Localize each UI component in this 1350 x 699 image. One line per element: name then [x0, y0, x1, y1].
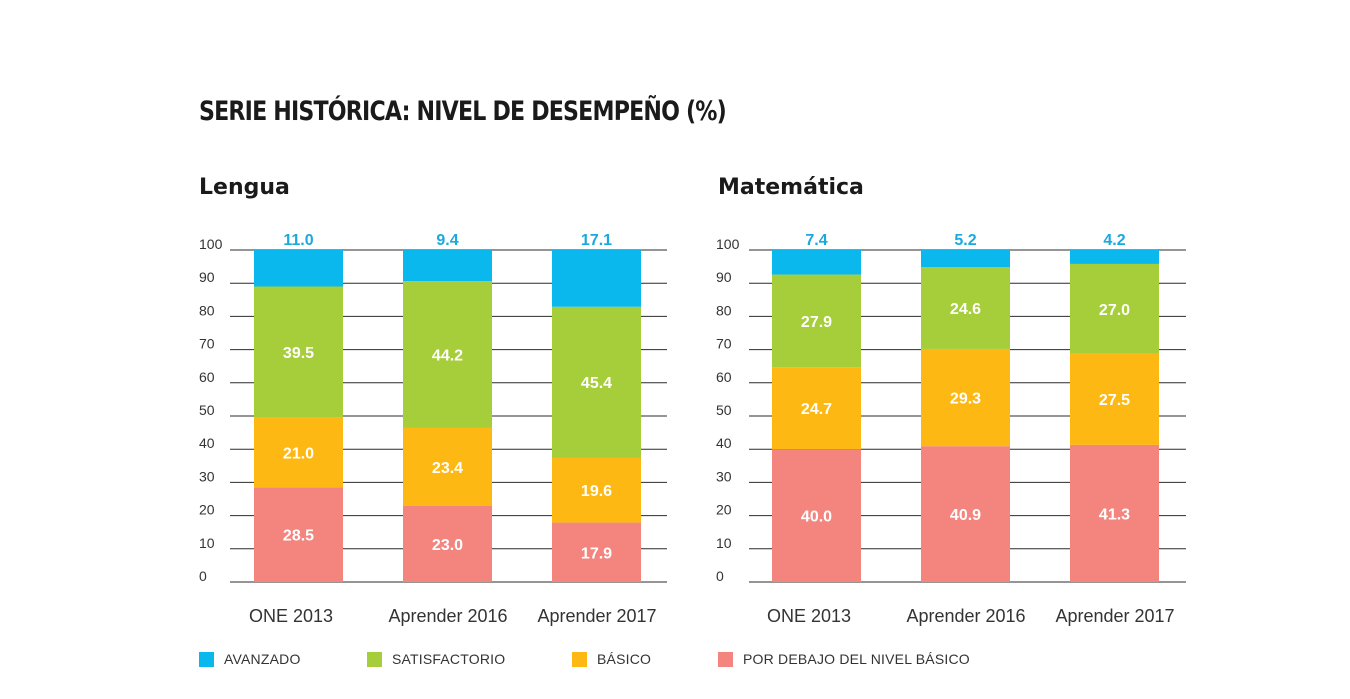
- panel-1-bar-3-top-label: 17.1: [581, 232, 612, 249]
- panel-1-title: Lengua: [199, 175, 290, 200]
- panel-1-bar-2-seg-2: [403, 427, 492, 506]
- panel-2-ytick-90: 90: [716, 269, 732, 285]
- panel-2-bar-2-seg-3: [921, 267, 1010, 349]
- panel-2-ytick-70: 70: [716, 336, 732, 352]
- panel-1-bar-3-seg-4: [552, 250, 641, 307]
- panel-2-bar-2-seg-3-label: 24.6: [950, 301, 981, 318]
- panel-2-title: Matemática: [718, 175, 864, 200]
- panel-2-bar-1-seg-2-label: 24.7: [801, 401, 832, 418]
- panel-2-category-3: Aprender 2017: [1055, 606, 1174, 626]
- panel-2-bar-2-seg-2-label: 29.3: [950, 391, 981, 408]
- panel-1-bar-1-top-label: 11.0: [283, 232, 313, 249]
- panel-2-ytick-40: 40: [716, 435, 732, 451]
- panel-2-ytick-100: 100: [716, 236, 740, 252]
- panel-1-ytick-20: 20: [199, 502, 215, 518]
- panel-2-bar-1-seg-3: [772, 274, 861, 368]
- panel-2-ytick-10: 10: [716, 535, 732, 551]
- panel-1-ytick-80: 80: [199, 302, 215, 318]
- panel-2-bar-3-seg-3-label: 27.0: [1099, 302, 1130, 319]
- panel-1-bar-3-seg-2-label: 19.6: [581, 483, 612, 500]
- panel-2-ytick-0: 0: [716, 568, 724, 584]
- legend-label: BÁSICO: [597, 651, 652, 667]
- panel-1-bar-1-seg-3: [254, 286, 343, 418]
- panel-2-ytick-20: 20: [716, 502, 732, 518]
- panel-1-bar-1-seg-2: [254, 417, 343, 488]
- panel-1-ytick-0: 0: [199, 568, 207, 584]
- panel-1-bar-2-seg-1-label: 23.0: [432, 537, 463, 554]
- panel-1-bar-3-seg-1: [552, 522, 641, 582]
- panel-2-bar-1-seg-1-label: 40.0: [801, 509, 832, 526]
- panel-2-bar-2-top-label: 5.2: [954, 232, 976, 249]
- panel-1-bar-2-seg-3-label: 44.2: [432, 348, 463, 365]
- legend-swatch: [572, 651, 587, 667]
- panel-1-category-2: Aprender 2016: [388, 606, 507, 626]
- legend-label: AVANZADO: [224, 651, 301, 667]
- legend-swatch: [718, 651, 733, 667]
- panel-2-bar-2-seg-2: [921, 348, 1010, 447]
- panel-1-bar-1-seg-3-label: 39.5: [283, 345, 314, 362]
- panel-1-ytick-100: 100: [199, 236, 223, 252]
- panel-2-bar-1-top-label: 7.4: [805, 232, 827, 249]
- panel-1-category-3: Aprender 2017: [537, 606, 656, 626]
- legend-item-2: SATISFACTORIO: [367, 651, 505, 667]
- panel-2-category-2: Aprender 2016: [906, 606, 1025, 626]
- panel-1-bar-2-seg-3: [403, 281, 492, 428]
- panel-1-ytick-60: 60: [199, 369, 215, 385]
- panel-1-category-1: ONE 2013: [249, 606, 333, 626]
- panel-2-bar-3-seg-1: [1070, 444, 1159, 582]
- panel-1-bar-1-seg-1: [254, 487, 343, 582]
- panel-2-bar-3-top-label: 4.2: [1103, 232, 1125, 249]
- panel-1-ytick-30: 30: [199, 468, 215, 484]
- panel-2-bar-3-seg-2: [1070, 353, 1159, 445]
- panel-1-bar-2-seg-1: [403, 505, 492, 582]
- panel-2-bar-3-seg-2-label: 27.5: [1099, 392, 1130, 409]
- panel-1-bar-3-seg-2: [552, 457, 641, 523]
- panel-1-bar-1-seg-2-label: 21.0: [283, 446, 314, 463]
- panel-1-bar-1-seg-1-label: 28.5: [283, 528, 314, 545]
- panel-2-bar-2-seg-1-label: 40.9: [950, 507, 981, 524]
- legend-label: POR DEBAJO DEL NIVEL BÁSICO: [743, 651, 970, 667]
- panel-2-bar-1-seg-1: [772, 449, 861, 582]
- panel-2-bar-3-seg-4: [1070, 250, 1159, 264]
- panel-2-bar-2-seg-4: [921, 250, 1010, 268]
- legend-swatch: [367, 651, 382, 667]
- panel-2-bar-3-seg-1-label: 41.3: [1099, 506, 1130, 523]
- panel-1-bar-1-seg-4: [254, 250, 343, 287]
- panel-1-bar-3-seg-1-label: 17.9: [581, 545, 612, 562]
- panel-2-bar-1-seg-2: [772, 367, 861, 450]
- panel-2-bar-3-seg-3: [1070, 263, 1159, 354]
- panel-2-ytick-50: 50: [716, 402, 732, 418]
- panel-2-bar-1-seg-3-label: 27.9: [801, 314, 832, 331]
- panel-1-ytick-10: 10: [199, 535, 215, 551]
- main-title: SERIE HISTÓRICA: NIVEL DE DESEMPEÑO (%): [199, 96, 727, 127]
- legend-swatch: [199, 651, 214, 667]
- panel-1-bar-2-seg-4: [403, 250, 492, 282]
- panel-1-ytick-70: 70: [199, 336, 215, 352]
- legend-label: SATISFACTORIO: [392, 651, 506, 667]
- panel-1-bar-3-seg-3-label: 45.4: [581, 375, 612, 392]
- panel-2-bar-1-seg-4: [772, 250, 861, 275]
- panel-2-bar-2-seg-1: [921, 446, 1010, 582]
- panel-1-bar-2-top-label: 9.4: [436, 232, 458, 249]
- legend-item-1: AVANZADO: [199, 651, 301, 667]
- legend-item-3: BÁSICO: [572, 651, 651, 667]
- panel-2-ytick-60: 60: [716, 369, 732, 385]
- panel-2-ytick-30: 30: [716, 468, 732, 484]
- panel-1-bar-2-seg-2-label: 23.4: [432, 460, 463, 477]
- panel-1-ytick-90: 90: [199, 269, 215, 285]
- legend-item-4: POR DEBAJO DEL NIVEL BÁSICO: [718, 651, 970, 667]
- panel-1-ytick-40: 40: [199, 435, 215, 451]
- panel-2-ytick-80: 80: [716, 302, 732, 318]
- panel-1-ytick-50: 50: [199, 402, 215, 418]
- panel-1-bar-3-seg-3: [552, 306, 641, 458]
- panel-2-category-1: ONE 2013: [767, 606, 851, 626]
